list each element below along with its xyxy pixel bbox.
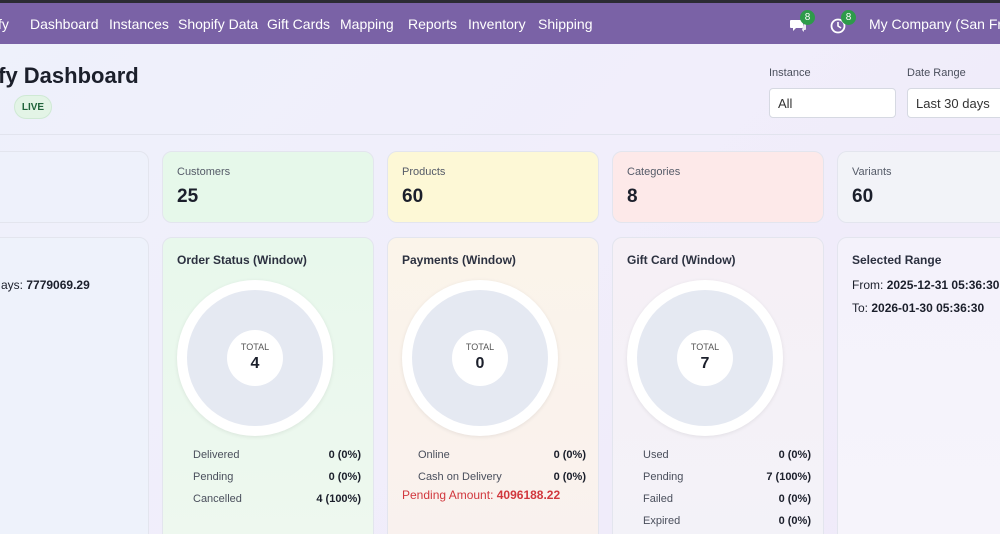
list-item: Pending 7 (100%): [643, 471, 811, 483]
order-status-donut: TOTAL 4: [177, 280, 333, 436]
gift-card-donut: TOTAL 7: [627, 280, 783, 436]
nav-shopify-data[interactable]: Shopify Data: [178, 16, 259, 32]
list-item: Pending 0 (0%): [193, 471, 361, 483]
selected-range-card: Selected Range From: 2025-12-31 05:36:30…: [837, 237, 1000, 534]
app-brand[interactable]: fy: [0, 16, 9, 32]
payments-card: Payments (Window) TOTAL 0 Online 0 (0%) …: [387, 237, 599, 534]
list-item: Cash on Delivery 0 (0%): [418, 471, 586, 483]
nav-inventory[interactable]: Inventory: [468, 16, 526, 32]
products-value: 60: [402, 186, 424, 207]
date-range-select[interactable]: Last 30 days: [907, 88, 1000, 118]
range-to: To: 2026-01-30 05:36:30: [852, 301, 985, 315]
customers-value: 25: [177, 186, 199, 207]
list-item: Expired 0 (0%): [643, 515, 811, 527]
nav-mapping[interactable]: Mapping: [340, 16, 394, 32]
activities-badge: 8: [841, 10, 856, 25]
gift-card-card: Gift Card (Window) TOTAL 7 Used 0 (0%) P…: [612, 237, 824, 534]
list-item: Used 0 (0%): [643, 449, 811, 461]
range-from: From: 2025-12-31 05:36:30: [852, 278, 1000, 292]
variants-value: 60: [852, 186, 874, 207]
payments-total: 0: [475, 355, 485, 372]
order-status-title: Order Status (Window): [177, 253, 307, 267]
summary-label: ays:: [1, 278, 24, 292]
instance-label: Instance: [769, 67, 811, 79]
nav-gift-cards[interactable]: Gift Cards: [267, 16, 331, 32]
nav-instances[interactable]: Instances: [109, 16, 169, 32]
top-navbar: fy Dashboard Instances Shopify Data Gift…: [0, 0, 1000, 44]
categories-label: Categories: [627, 166, 681, 178]
clock-icon: [830, 18, 846, 34]
page-title: ify Dashboard: [0, 63, 139, 88]
payments-total-label: TOTAL: [465, 342, 495, 352]
order-status-total: 4: [250, 355, 260, 372]
list-item: Cancelled 4 (100%): [193, 493, 361, 505]
stat-card-categories: Categories 8: [612, 151, 824, 223]
list-item: Failed 0 (0%): [643, 493, 811, 505]
categories-value: 8: [627, 186, 638, 207]
payments-title: Payments (Window): [402, 253, 516, 267]
activities-button[interactable]: 8: [830, 10, 856, 35]
selected-range-title: Selected Range: [852, 253, 942, 267]
payments-donut: TOTAL 0: [402, 280, 558, 436]
header-divider: [0, 134, 1000, 135]
variants-label: Variants: [852, 166, 892, 178]
products-label: Products: [402, 166, 446, 178]
stat-card-customers: Customers 25: [162, 151, 374, 223]
pending-amount: Pending Amount: 4096188.22: [402, 488, 561, 502]
summary-value: 7779069.29: [26, 278, 90, 292]
messages-badge: 8: [800, 10, 815, 25]
company-switcher[interactable]: My Company (San Franc: [869, 16, 1000, 32]
gift-card-total: 7: [700, 355, 710, 372]
nav-dashboard[interactable]: Dashboard: [30, 16, 99, 32]
instance-select[interactable]: All: [769, 88, 896, 118]
stat-card-products: Products 60: [387, 151, 599, 223]
date-range-label: Date Range: [907, 67, 966, 79]
live-badge: LIVE: [14, 95, 52, 119]
summary-card-partial: ays: 7779069.29: [0, 237, 149, 534]
order-status-card: Order Status (Window) TOTAL 4 Delivered …: [162, 237, 374, 534]
chat-icon: [790, 20, 806, 32]
stat-card-variants: Variants 60: [837, 151, 1000, 223]
stat-card-partial: [0, 151, 149, 223]
order-status-total-label: TOTAL: [240, 342, 270, 352]
customers-label: Customers: [177, 166, 231, 178]
messages-button[interactable]: 8: [789, 10, 815, 35]
nav-shipping[interactable]: Shipping: [538, 16, 593, 32]
gift-card-title: Gift Card (Window): [627, 253, 736, 267]
list-item: Online 0 (0%): [418, 449, 586, 461]
nav-reports[interactable]: Reports: [408, 16, 458, 32]
pending-amount-value: 4096188.22: [496, 488, 561, 502]
gift-card-total-label: TOTAL: [690, 342, 720, 352]
list-item: Delivered 0 (0%): [193, 449, 361, 461]
